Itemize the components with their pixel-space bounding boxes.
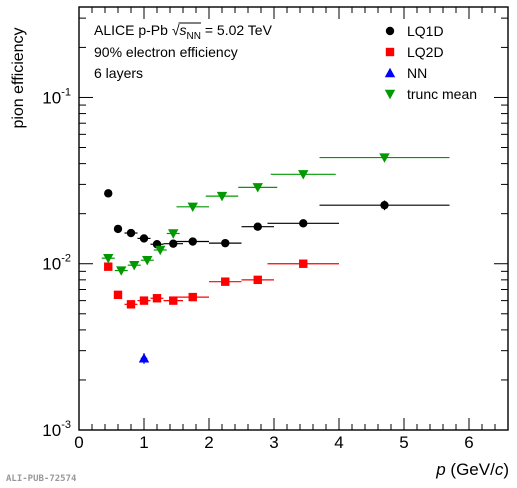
marker-triangle-down (379, 153, 390, 163)
data-point (163, 296, 183, 305)
legend-marker-square (385, 47, 395, 57)
marker-circle (380, 200, 389, 210)
marker-circle (169, 239, 178, 248)
series-lq2d (104, 259, 339, 309)
y-tick-label: 10-2 (42, 253, 71, 274)
data-point (209, 277, 242, 286)
legend-entry-trunc-mean: trunc mean (407, 86, 477, 102)
marker-square (152, 294, 162, 303)
data-point (166, 229, 180, 239)
data-point (205, 191, 239, 202)
marker-square (139, 296, 149, 305)
data-point (238, 183, 278, 193)
marker-triangle-down (216, 191, 228, 202)
marker-triangle-down (129, 260, 140, 271)
marker-triangle-down (168, 229, 179, 239)
legend-entry-nn: NN (407, 65, 427, 81)
marker-triangle-down (187, 202, 198, 212)
marker-circle (188, 237, 197, 246)
data-point (176, 237, 209, 246)
marker-square (104, 262, 113, 271)
x-axis-ticks: 0 1 2 3 4 5 6 (74, 7, 509, 452)
data-point (319, 200, 450, 211)
y-axis-ticks: 10-3 10-2 10-1 (42, 17, 508, 440)
marker-square (221, 277, 230, 286)
marker-circle (126, 228, 136, 238)
data-point (176, 292, 209, 302)
marker-triangle-down (116, 266, 127, 276)
x-tick-label: 3 (269, 433, 278, 452)
data-point (138, 353, 150, 364)
marker-triangle-down (298, 170, 309, 180)
marker-triangle-down (155, 245, 166, 256)
marker-circle (221, 238, 230, 248)
data-point (267, 219, 339, 228)
marker-square (113, 290, 123, 300)
x-tick-label: 1 (139, 433, 148, 452)
annotation-electron-efficiency: 90% electron efficiency (94, 44, 238, 60)
legend: LQ1D LQ2D NN trunc mean (384, 23, 477, 102)
series-nn (138, 353, 150, 364)
data-point (113, 224, 123, 234)
data-point (241, 275, 274, 285)
marker-circle (299, 219, 308, 228)
data-point (104, 189, 113, 198)
x-tick-label: 4 (334, 433, 343, 452)
marker-circle (253, 222, 262, 231)
marker-square (253, 275, 262, 285)
x-tick-label: 6 (464, 433, 473, 452)
marker-circle (139, 234, 149, 243)
data-point (319, 153, 450, 163)
data-point (124, 300, 138, 309)
x-axis-label: p (GeV/c) (435, 460, 509, 479)
data-point (267, 259, 339, 268)
marker-circle (104, 189, 113, 198)
marker-triangle-down (142, 256, 153, 266)
plot-border (78, 6, 509, 431)
annotation-layers: 6 layers (94, 65, 143, 81)
marker-triangle-down (252, 183, 263, 193)
data-point (150, 294, 164, 303)
data-point (140, 256, 154, 266)
data-point (114, 266, 128, 276)
data-point (163, 239, 183, 248)
data-point (241, 222, 274, 231)
y-tick-label: 10-1 (42, 86, 71, 107)
legend-marker-triangle-down (384, 89, 396, 100)
series-trunc-mean (101, 153, 450, 276)
data-point (124, 228, 138, 238)
legend-marker-circle (385, 26, 395, 36)
data-point (127, 260, 141, 271)
data-point (101, 253, 115, 264)
marker-square (169, 296, 178, 305)
x-tick-label: 0 (74, 433, 83, 452)
marker-square (188, 292, 197, 302)
data-point (209, 238, 242, 248)
marker-circle (113, 224, 123, 234)
marker-square (126, 300, 136, 309)
series-lq1d (104, 189, 450, 249)
x-tick-label: 2 (204, 433, 213, 452)
data-point (176, 202, 209, 212)
x-tick-label: 5 (399, 433, 408, 452)
data-point (104, 262, 113, 271)
plot-frame (78, 6, 509, 431)
data-point (270, 170, 336, 180)
publication-id-watermark: ALI-PUB-72574 (6, 474, 77, 484)
data-series (101, 153, 450, 364)
annotation-collision-system: ALICE p-Pb √sNN = 5.02 TeV (94, 22, 273, 42)
data-point (137, 234, 151, 243)
marker-triangle-down (103, 253, 114, 264)
legend-marker-triangle-up (384, 67, 396, 78)
y-axis-label: pion efficiency (10, 27, 27, 128)
data-point (113, 290, 123, 300)
data-point (153, 245, 167, 256)
data-point (137, 296, 151, 305)
legend-entry-lq1d: LQ1D (407, 23, 444, 39)
y-tick-label: 10-3 (42, 419, 71, 440)
legend-entry-lq2d: LQ2D (407, 44, 444, 60)
marker-square (299, 259, 308, 268)
marker-triangle-up (138, 353, 150, 363)
